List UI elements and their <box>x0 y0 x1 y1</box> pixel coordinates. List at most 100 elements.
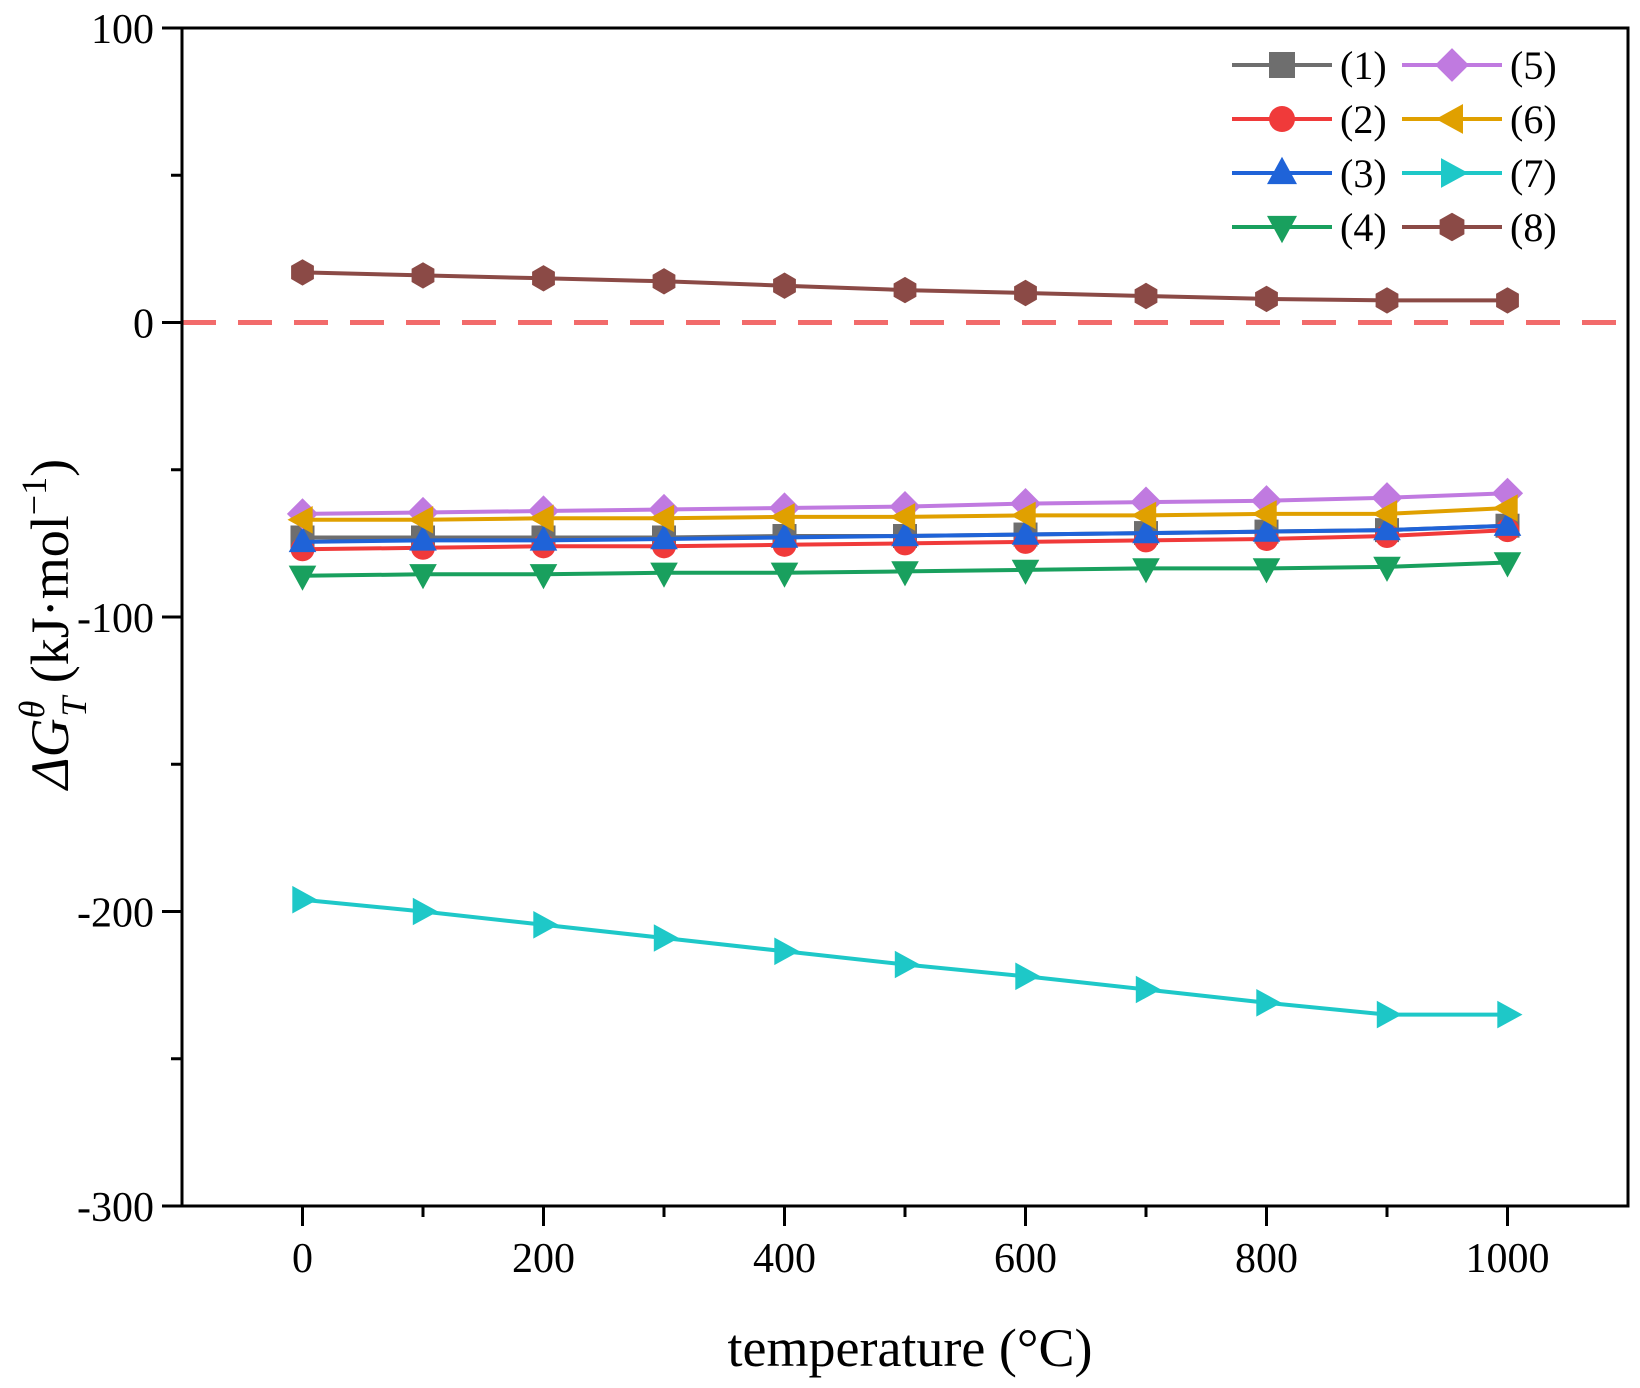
legend-label-6: (6) <box>1510 97 1557 142</box>
series-5-point <box>1491 477 1524 509</box>
x-tick-label: 0 <box>292 1236 313 1282</box>
series-6-point <box>1010 501 1036 530</box>
series-7-point <box>894 950 920 979</box>
y-axis-superscript: θ <box>12 701 52 719</box>
plot-frame <box>180 26 1630 1208</box>
series-5-point <box>1250 485 1283 517</box>
legend-marker-8 <box>1439 212 1465 242</box>
legend-marker-6 <box>1435 104 1463 134</box>
series-7-point <box>1497 1000 1523 1029</box>
y-axis-title: ΔGθT (kJ·mol−1) <box>12 459 94 791</box>
series-8-point <box>1255 285 1278 313</box>
legend-marker-7 <box>1441 158 1469 188</box>
series-3-point <box>1132 518 1160 544</box>
series-4-point <box>288 565 317 591</box>
series-3-point <box>288 526 317 553</box>
series-4-point <box>1011 559 1040 585</box>
series-7-point <box>774 937 800 966</box>
legend-marker-3 <box>1267 156 1297 185</box>
y-axis-units: (kJ·mol <box>20 515 80 697</box>
series-7-point <box>653 924 679 952</box>
x-tick-label: 200 <box>512 1236 575 1282</box>
series-6-point <box>287 506 313 534</box>
y-tick-label: -300 <box>77 1185 154 1231</box>
y-axis-units-exp: −1 <box>14 477 54 515</box>
series-4-point <box>529 564 558 590</box>
series-4-point <box>891 561 919 587</box>
legend-label-1: (1) <box>1340 43 1387 88</box>
series-4-point <box>409 564 437 590</box>
x-tick-label: 600 <box>994 1236 1057 1282</box>
series-8-point <box>1375 287 1399 314</box>
series-3-point <box>770 522 799 548</box>
series-3-point <box>1373 515 1401 541</box>
y-axis-subscript: T <box>54 694 94 717</box>
x-tick-label: 400 <box>753 1236 816 1282</box>
series-8-point <box>291 259 314 286</box>
series-5-point <box>1130 486 1162 518</box>
series-5-point <box>889 491 921 523</box>
series-3-point <box>529 525 558 551</box>
series-6-point <box>1492 494 1518 522</box>
series-6-point <box>890 503 916 531</box>
legend-label-8: (8) <box>1510 205 1557 250</box>
series-7-point <box>1015 962 1041 991</box>
series-8-point <box>773 272 796 299</box>
series-3-point <box>650 524 678 550</box>
legend-label-4: (4) <box>1340 205 1387 250</box>
legend-label-7: (7) <box>1510 151 1557 196</box>
series-6-point <box>649 504 675 533</box>
series-7-point <box>533 911 559 939</box>
series-6-point <box>1251 500 1277 528</box>
legend-marker-4 <box>1267 215 1297 244</box>
series-7-point <box>1376 1000 1402 1029</box>
legend: (1) (2) (3) (4) (5) (6) (7) (8) <box>1232 43 1557 250</box>
series-8-point <box>1134 282 1158 310</box>
series-6-point <box>1131 501 1157 530</box>
series-4-point <box>650 562 678 588</box>
series-8-point <box>532 265 555 292</box>
series-4-point <box>1132 558 1160 584</box>
legend-label-2: (2) <box>1340 97 1387 142</box>
legend-marker-5 <box>1435 48 1469 82</box>
series-8-point <box>1496 287 1519 314</box>
series-8-point <box>1014 279 1037 307</box>
x-axis-title: temperature (°C) <box>728 1318 1093 1378</box>
legend-label-5: (5) <box>1510 43 1557 88</box>
series-4-point <box>1252 558 1281 584</box>
series-8-point <box>652 268 676 295</box>
series-3-point <box>1252 516 1281 542</box>
y-axis-delta: ΔG <box>20 718 80 791</box>
series-7-point <box>1135 975 1161 1004</box>
series-6-point <box>528 504 554 533</box>
series-6-point <box>408 506 434 534</box>
legend-label-3: (3) <box>1340 151 1387 196</box>
legend-marker-2 <box>1269 106 1295 132</box>
x-tick-label: 800 <box>1235 1236 1298 1282</box>
series-5-point <box>1009 488 1042 520</box>
x-tick-label: 1000 <box>1466 1236 1550 1282</box>
series-8-point <box>893 276 917 304</box>
series-3-point <box>409 525 437 551</box>
series-3-point <box>891 521 919 547</box>
series-7-point <box>412 897 438 926</box>
y-tick-label: -200 <box>77 891 154 937</box>
series-6-point <box>769 503 795 531</box>
series-4-point <box>1493 552 1522 578</box>
series-6-point <box>1372 500 1398 528</box>
series-4-point <box>770 562 799 588</box>
y-tick-label: -100 <box>77 596 154 642</box>
series-7-point <box>292 885 318 914</box>
plot-area: 0 200 400 600 800 1000 -300 -200 -100 0 100 <box>77 7 1630 1282</box>
series-7-point <box>1256 989 1282 1017</box>
y-tick-label: 0 <box>133 302 154 348</box>
y-axis-units-close: ) <box>20 459 80 477</box>
series-3-point <box>1011 519 1040 545</box>
series-3-point <box>1493 510 1522 536</box>
series-4-point <box>1373 556 1401 582</box>
series-5-point <box>1371 482 1403 514</box>
series-8-point <box>411 262 435 289</box>
legend-marker-1 <box>1269 52 1295 78</box>
y-tick-label: 100 <box>91 7 154 53</box>
